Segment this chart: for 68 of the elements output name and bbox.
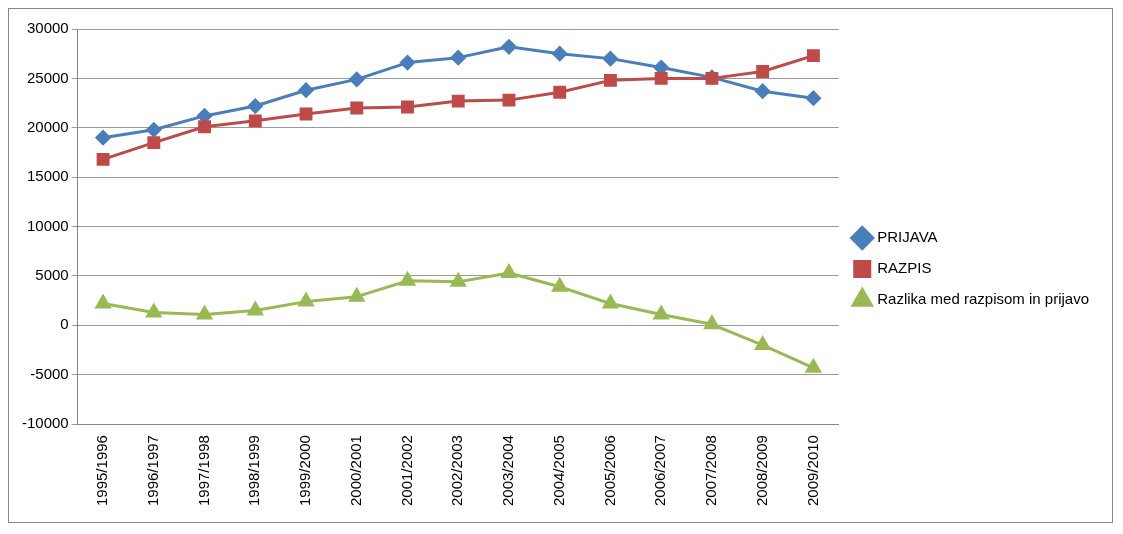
point bbox=[501, 39, 517, 55]
legend-label: PRIJAVA bbox=[877, 228, 938, 246]
point bbox=[146, 122, 162, 138]
y-tick-label: 20000 bbox=[26, 117, 69, 135]
point bbox=[805, 359, 821, 373]
x-tick-label: 2007/2008 bbox=[702, 435, 720, 506]
point bbox=[806, 49, 820, 63]
point bbox=[349, 71, 365, 87]
x-tick-label: 2004/2005 bbox=[549, 435, 567, 506]
point bbox=[552, 278, 568, 292]
point bbox=[450, 50, 466, 66]
point bbox=[401, 100, 414, 114]
point bbox=[653, 305, 669, 320]
point bbox=[350, 101, 364, 115]
x-tick-label: 1998/1999 bbox=[245, 435, 263, 506]
point bbox=[299, 107, 313, 121]
point bbox=[552, 46, 568, 62]
y-tick-label: -5000 bbox=[30, 364, 69, 382]
point bbox=[198, 120, 211, 134]
x-tick-label: 2001/2002 bbox=[397, 435, 415, 506]
point bbox=[756, 65, 770, 78]
legend-label: RAZPIS bbox=[877, 259, 932, 277]
point bbox=[755, 83, 771, 99]
x-tick-label: 2009/2010 bbox=[803, 435, 821, 506]
y-tick-label: 25000 bbox=[26, 68, 69, 86]
point bbox=[248, 114, 262, 128]
x-tick-label: 2005/2006 bbox=[600, 435, 618, 506]
point bbox=[96, 152, 110, 166]
point bbox=[298, 82, 314, 98]
point bbox=[602, 295, 618, 309]
point bbox=[95, 295, 111, 309]
point bbox=[400, 55, 415, 71]
y-tick-label: -10000 bbox=[21, 414, 69, 432]
point bbox=[147, 136, 161, 150]
legend-label: Razlika med razpisom in prijavo bbox=[877, 290, 1090, 308]
point bbox=[298, 293, 314, 307]
point bbox=[805, 90, 821, 106]
x-tick-label: 1997/1998 bbox=[194, 435, 212, 506]
x-tick-label: 2003/2004 bbox=[499, 435, 517, 506]
x-tick-label: 1999/2000 bbox=[296, 435, 314, 506]
point bbox=[450, 273, 466, 287]
y-tick-label: 15000 bbox=[26, 167, 69, 185]
point bbox=[603, 73, 617, 87]
point bbox=[602, 51, 618, 67]
x-tick-label: 2006/2007 bbox=[651, 435, 669, 506]
point bbox=[349, 288, 365, 302]
y-tick-label: 10000 bbox=[26, 216, 69, 234]
point bbox=[146, 303, 162, 318]
x-tick-label: 2000/2001 bbox=[346, 435, 364, 506]
point bbox=[95, 130, 111, 146]
y-tick-label: 0 bbox=[60, 315, 69, 333]
point bbox=[247, 302, 263, 316]
point bbox=[654, 71, 668, 85]
x-tick-label: 1995/1996 bbox=[93, 435, 111, 506]
point bbox=[399, 272, 416, 286]
point bbox=[755, 336, 771, 351]
x-tick-label: 2002/2003 bbox=[448, 435, 466, 506]
point bbox=[502, 93, 516, 107]
point bbox=[553, 85, 567, 99]
x-tick-label: 1996/1997 bbox=[143, 435, 161, 506]
point bbox=[501, 264, 517, 278]
point bbox=[704, 315, 720, 330]
y-tick-label: 30000 bbox=[26, 19, 69, 37]
point bbox=[247, 98, 263, 114]
point bbox=[451, 94, 465, 108]
x-tick-label: 2008/2009 bbox=[752, 435, 770, 506]
y-tick-label: 5000 bbox=[35, 266, 69, 284]
point bbox=[196, 305, 213, 320]
